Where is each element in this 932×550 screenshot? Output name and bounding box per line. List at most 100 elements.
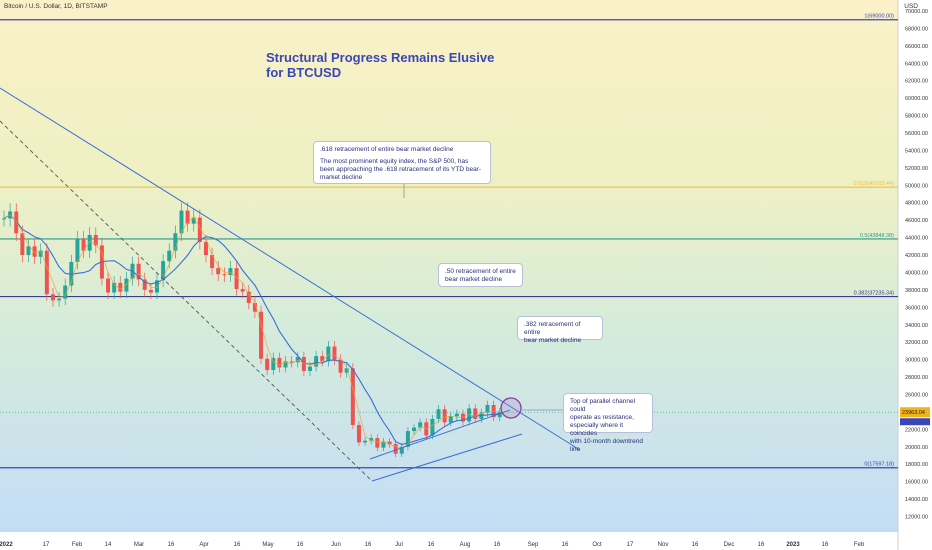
candle-body bbox=[222, 274, 227, 276]
candle-body bbox=[356, 424, 361, 443]
y-tick-label: 42000.00 bbox=[905, 253, 928, 259]
candle-body bbox=[112, 282, 117, 293]
x-tick-label: 16 bbox=[234, 542, 241, 548]
y-tick-label: 34000.00 bbox=[905, 323, 928, 329]
last-price-sub-tag bbox=[900, 418, 930, 426]
candle-body bbox=[57, 298, 62, 301]
y-tick-label: 68000.00 bbox=[905, 26, 928, 32]
note-618[interactable]: .618 retracement of entire bear market d… bbox=[313, 141, 491, 184]
x-tick-label: 16 bbox=[562, 542, 569, 548]
y-tick-label: 70000.00 bbox=[905, 9, 928, 15]
chart-title-line-2: for BTCUSD bbox=[266, 65, 342, 80]
candle-body bbox=[14, 211, 19, 234]
candle-body bbox=[136, 263, 141, 280]
note-382-text: .382 retracement of entire bear market d… bbox=[524, 321, 582, 344]
fib-level-label: 0.618(49783.44) bbox=[854, 181, 895, 187]
note-50[interactable]: .50 retracement of entire bear market de… bbox=[438, 263, 523, 287]
x-tick-label: 16 bbox=[297, 542, 304, 548]
candle-body bbox=[81, 238, 86, 251]
x-tick-label: 2022 bbox=[0, 542, 13, 548]
y-tick-label: 36000.00 bbox=[905, 305, 928, 311]
candle-body bbox=[240, 289, 245, 292]
y-tick-label: 58000.00 bbox=[905, 114, 928, 120]
candle-body bbox=[289, 361, 294, 363]
note-50-text: .50 retracement of entire bear market de… bbox=[445, 268, 516, 283]
y-tick-label: 18000.00 bbox=[905, 462, 928, 468]
chart-title: Structural Progress Remains Elusive for … bbox=[266, 50, 496, 80]
candle-body bbox=[277, 357, 282, 368]
fib-level-label: 0.382(37235.34) bbox=[854, 291, 895, 297]
candle-body bbox=[399, 446, 404, 454]
moving-average-slow bbox=[3, 214, 500, 445]
x-tick-label: Feb bbox=[854, 542, 865, 548]
moving-average-fast bbox=[3, 214, 500, 449]
candle-body bbox=[381, 441, 386, 448]
candle-body bbox=[191, 217, 196, 224]
candle-body bbox=[179, 210, 184, 234]
y-tick-label: 22000.00 bbox=[905, 427, 928, 433]
candle-body bbox=[412, 427, 417, 432]
x-tick-label: Sep bbox=[528, 542, 539, 548]
candle-body bbox=[387, 441, 392, 445]
candle-body bbox=[197, 217, 202, 242]
candle-body bbox=[405, 431, 410, 447]
y-tick-label: 20000.00 bbox=[905, 445, 928, 451]
fib-level-label: 1(69000.00) bbox=[864, 14, 894, 20]
last-price-tag bbox=[900, 407, 930, 418]
candle-body bbox=[63, 285, 68, 299]
note-618-line-1: .618 retracement of entire bear market d… bbox=[320, 146, 454, 153]
candle-body bbox=[234, 268, 239, 290]
candle-body bbox=[448, 416, 453, 423]
candle-body bbox=[106, 278, 111, 293]
x-tick-label: Jun bbox=[331, 542, 341, 548]
x-tick-label: Nov bbox=[658, 542, 669, 548]
candle-body bbox=[461, 413, 465, 422]
candle-body bbox=[75, 238, 80, 263]
y-tick-label: 38000.00 bbox=[905, 288, 928, 294]
y-tick-label: 14000.00 bbox=[905, 497, 928, 503]
y-tick-label: 64000.00 bbox=[905, 61, 928, 67]
channel-bottom-line bbox=[371, 433, 523, 482]
candle-body bbox=[436, 409, 441, 419]
candle-body bbox=[210, 255, 215, 269]
candle-body bbox=[295, 357, 300, 363]
candle-body bbox=[454, 413, 459, 417]
y-tick-label: 54000.00 bbox=[905, 148, 928, 154]
x-tick-label: 16 bbox=[692, 542, 699, 548]
note-618-line-2: The most prominent equity index, the S&P… bbox=[320, 158, 482, 181]
candle-body bbox=[148, 289, 153, 293]
x-tick-label: 2023 bbox=[786, 542, 800, 548]
candle-body bbox=[161, 261, 166, 281]
candle-body bbox=[430, 418, 435, 436]
candle-body bbox=[252, 302, 257, 312]
x-tick-label: 16 bbox=[494, 542, 501, 548]
candle-body bbox=[216, 268, 221, 275]
currency-label: USD bbox=[904, 3, 918, 10]
x-tick-label: 16 bbox=[365, 542, 372, 548]
note-382[interactable]: .382 retracement of entire bear market d… bbox=[517, 316, 603, 344]
candle-body bbox=[467, 408, 472, 422]
candle-body bbox=[320, 356, 325, 362]
y-tick-label: 40000.00 bbox=[905, 270, 928, 276]
y-tick-label: 50000.00 bbox=[905, 183, 928, 189]
candle-body bbox=[142, 279, 147, 290]
x-tick-label: Apr bbox=[199, 542, 208, 548]
candle-body bbox=[173, 233, 178, 251]
candle-body bbox=[424, 422, 429, 436]
last-price-value: 23963.04 bbox=[902, 410, 925, 416]
candle-body bbox=[124, 278, 129, 292]
y-tick-label: 12000.00 bbox=[905, 515, 928, 521]
candle-body bbox=[38, 250, 43, 257]
x-tick-label: Jul bbox=[395, 542, 403, 548]
candle-body bbox=[418, 422, 423, 428]
candle-body bbox=[375, 438, 380, 448]
x-tick-label: Feb bbox=[72, 542, 83, 548]
note-channel[interactable]: Top of parallel channel could operate as… bbox=[563, 393, 653, 453]
candle-body bbox=[332, 346, 337, 360]
candle-body bbox=[93, 234, 98, 246]
candle-body bbox=[393, 444, 398, 454]
x-tick-label: Aug bbox=[460, 542, 471, 548]
candle-body bbox=[308, 366, 312, 371]
x-tick-label: 14 bbox=[105, 542, 112, 548]
